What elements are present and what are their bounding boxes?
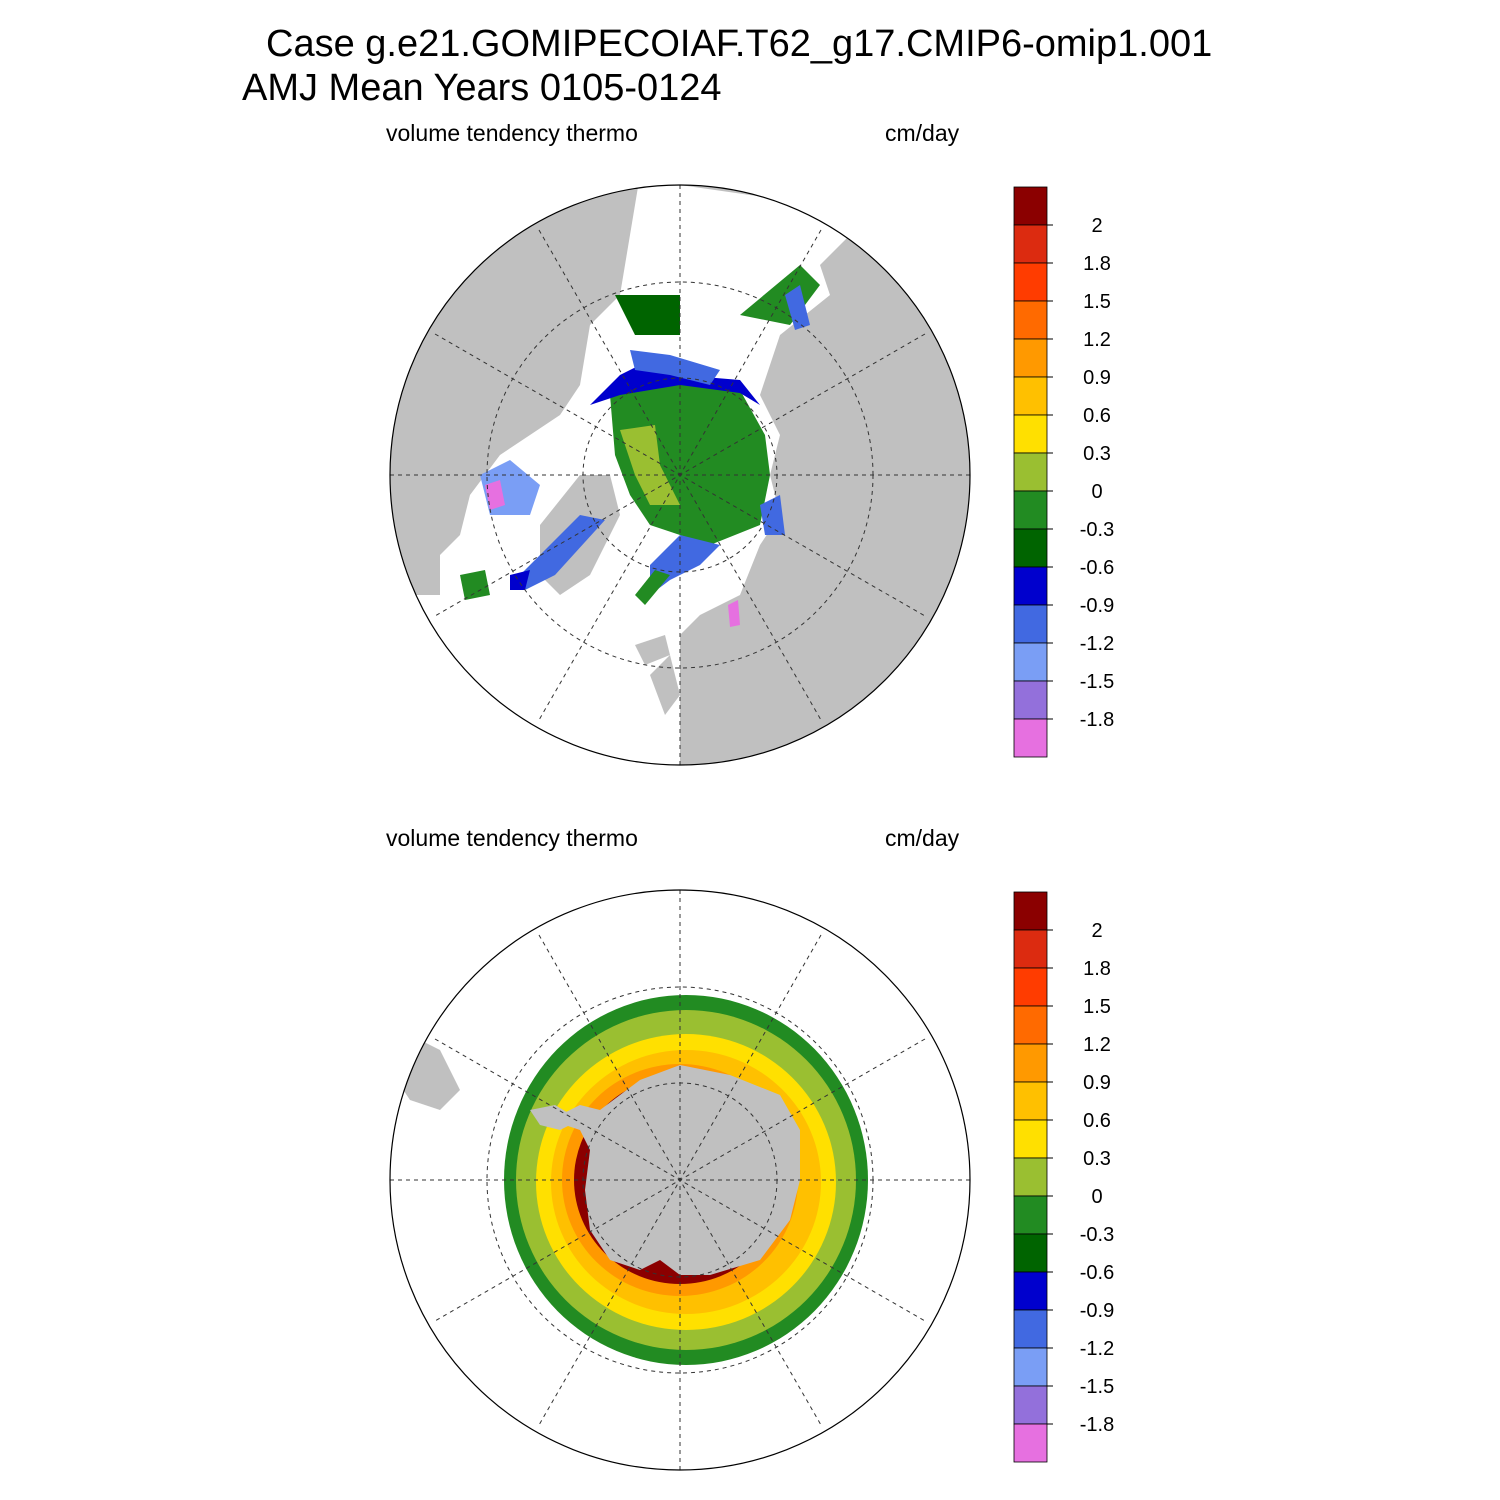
colorbar-swatch [1013,1043,1048,1083]
colorbar-swatch [1013,929,1048,969]
colorbar-tick-label: 0.3 [1083,443,1111,465]
central-positive-zone [620,425,680,505]
colorbar-swatch [1013,604,1048,644]
colorbar-swatch [1013,718,1048,758]
colorbar-tick-label: 1.2 [1083,1034,1111,1056]
graticule [390,890,970,1470]
colorbar-swatch [1013,186,1048,226]
panel2-variable-label: volume tendency thermo [386,825,638,851]
laptev-sea-ice [630,350,720,385]
colorbar-tick-label: -0.9 [1080,1300,1114,1322]
colorbar-tick-label: 1.5 [1083,291,1111,313]
graticule [390,185,970,765]
colorbar-swatch [1013,566,1048,606]
colorbar-tick-label: 0 [1091,1186,1102,1208]
colorbar-swatch [1013,642,1048,682]
iceland-land [635,635,670,665]
panel2-units-label: cm/day [885,825,960,851]
colorbar-tick-label: 0.3 [1083,1148,1111,1170]
colorbar-swatch [1013,891,1048,931]
colorbar-south: 2 1.8 1.5 1.2 0.9 0.6 0.3 0 -0.3 -0.6 -0.9 -1.2 -1.5… [1013,891,1114,1463]
colorbar-tick-label: -0.6 [1080,1262,1114,1284]
great-lakes-ice [460,570,490,600]
colorbar-tick-label: 0.9 [1083,1072,1111,1094]
colorbar-swatch [1013,376,1048,416]
colorbar-swatch [1013,680,1048,720]
colorbar-tick-label: 0.9 [1083,367,1111,389]
colorbar-swatch [1013,1271,1048,1311]
colorbar-swatch [1013,528,1048,568]
britain-land [650,655,680,715]
colorbar-tick-label: -0.3 [1080,1224,1114,1246]
colorbar-tick-label: 0.6 [1083,1110,1111,1132]
colorbar-swatch [1013,490,1048,530]
period-title: AMJ Mean Years 0105-0124 [242,67,722,109]
siberian-shelf-ice [590,360,760,405]
colorbar-swatch [1013,1081,1048,1121]
colorbar-swatch [1013,1195,1048,1235]
colorbar-tick-label: -1.2 [1080,633,1114,655]
antarctica-land [550,1065,800,1275]
colorbar-swatch [1013,1309,1048,1349]
colorbar-tick-label: 1.8 [1083,958,1111,980]
colorbar-swatch [1013,338,1048,378]
colorbar-tick-label: -1.8 [1080,709,1114,731]
colorbar-tick-label: -1.5 [1080,1376,1114,1398]
colorbar-swatch [1013,1423,1048,1463]
colorbar-tick-label: -1.8 [1080,1414,1114,1436]
colorbar-swatch [1013,1157,1048,1197]
colorbar-swatch [1013,262,1048,302]
colorbar-swatch [1013,1233,1048,1273]
baltic-sea-ice [728,600,740,627]
colorbar-swatch [1013,414,1048,454]
colorbar-tick-label: 2 [1091,920,1102,942]
map-boundary [389,889,971,1471]
south-polar-map [389,889,971,1471]
colorbar-tick-label: 0.6 [1083,405,1111,427]
colorbar-tick-label: -0.3 [1080,519,1114,541]
colorbar-tick-label: 0 [1091,481,1102,503]
colorbar-swatch [1013,1119,1048,1159]
colorbar-tick-label: 1.2 [1083,329,1111,351]
colorbar-swatch [1013,224,1048,264]
colorbar-tick-label: -0.9 [1080,595,1114,617]
panel1-variable-label: volume tendency thermo [386,120,638,146]
case-title: Case g.e21.GOMIPECOIAF.T62_g17.CMIP6-omi… [266,23,1213,65]
labrador-ice [510,570,530,590]
colorbar-tick-label: -1.2 [1080,1338,1114,1360]
okhotsk-sea-ice [615,295,680,335]
panel1-units-label: cm/day [885,120,960,146]
barents-sea-ice [760,495,785,535]
map-boundary [389,184,971,766]
colorbar-tick-label: 2 [1091,215,1102,237]
antarctic-peninsula-land [530,1105,580,1130]
sea-ice-field [460,265,820,627]
hudson-bay-core [485,480,505,510]
colorbar-swatch [1013,1385,1048,1425]
colorbar-swatch [1013,967,1048,1007]
colorbar-tick-label: -0.6 [1080,557,1114,579]
bering-edge-ice [785,285,810,330]
colorbar-tick-label: 1.5 [1083,996,1111,1018]
colorbar-swatch [1013,300,1048,340]
colorbar-tick-label: 1.8 [1083,253,1111,275]
colorbar-tick-label: -1.5 [1080,671,1114,693]
east-greenland-ice [635,570,670,605]
baffin-bay-ice [520,515,605,590]
colorbar-swatch [1013,1347,1048,1387]
colorbar-swatch [1013,452,1048,492]
north-polar-map [389,184,971,766]
greenland-sea-ice [650,535,720,595]
colorbar-swatch [1013,1005,1048,1045]
colorbar-north: 2 1.8 1.5 1.2 0.9 0.6 0.3 0 -0.3 -0.6 -0.9 -1.2 -1.5… [1013,186,1114,758]
